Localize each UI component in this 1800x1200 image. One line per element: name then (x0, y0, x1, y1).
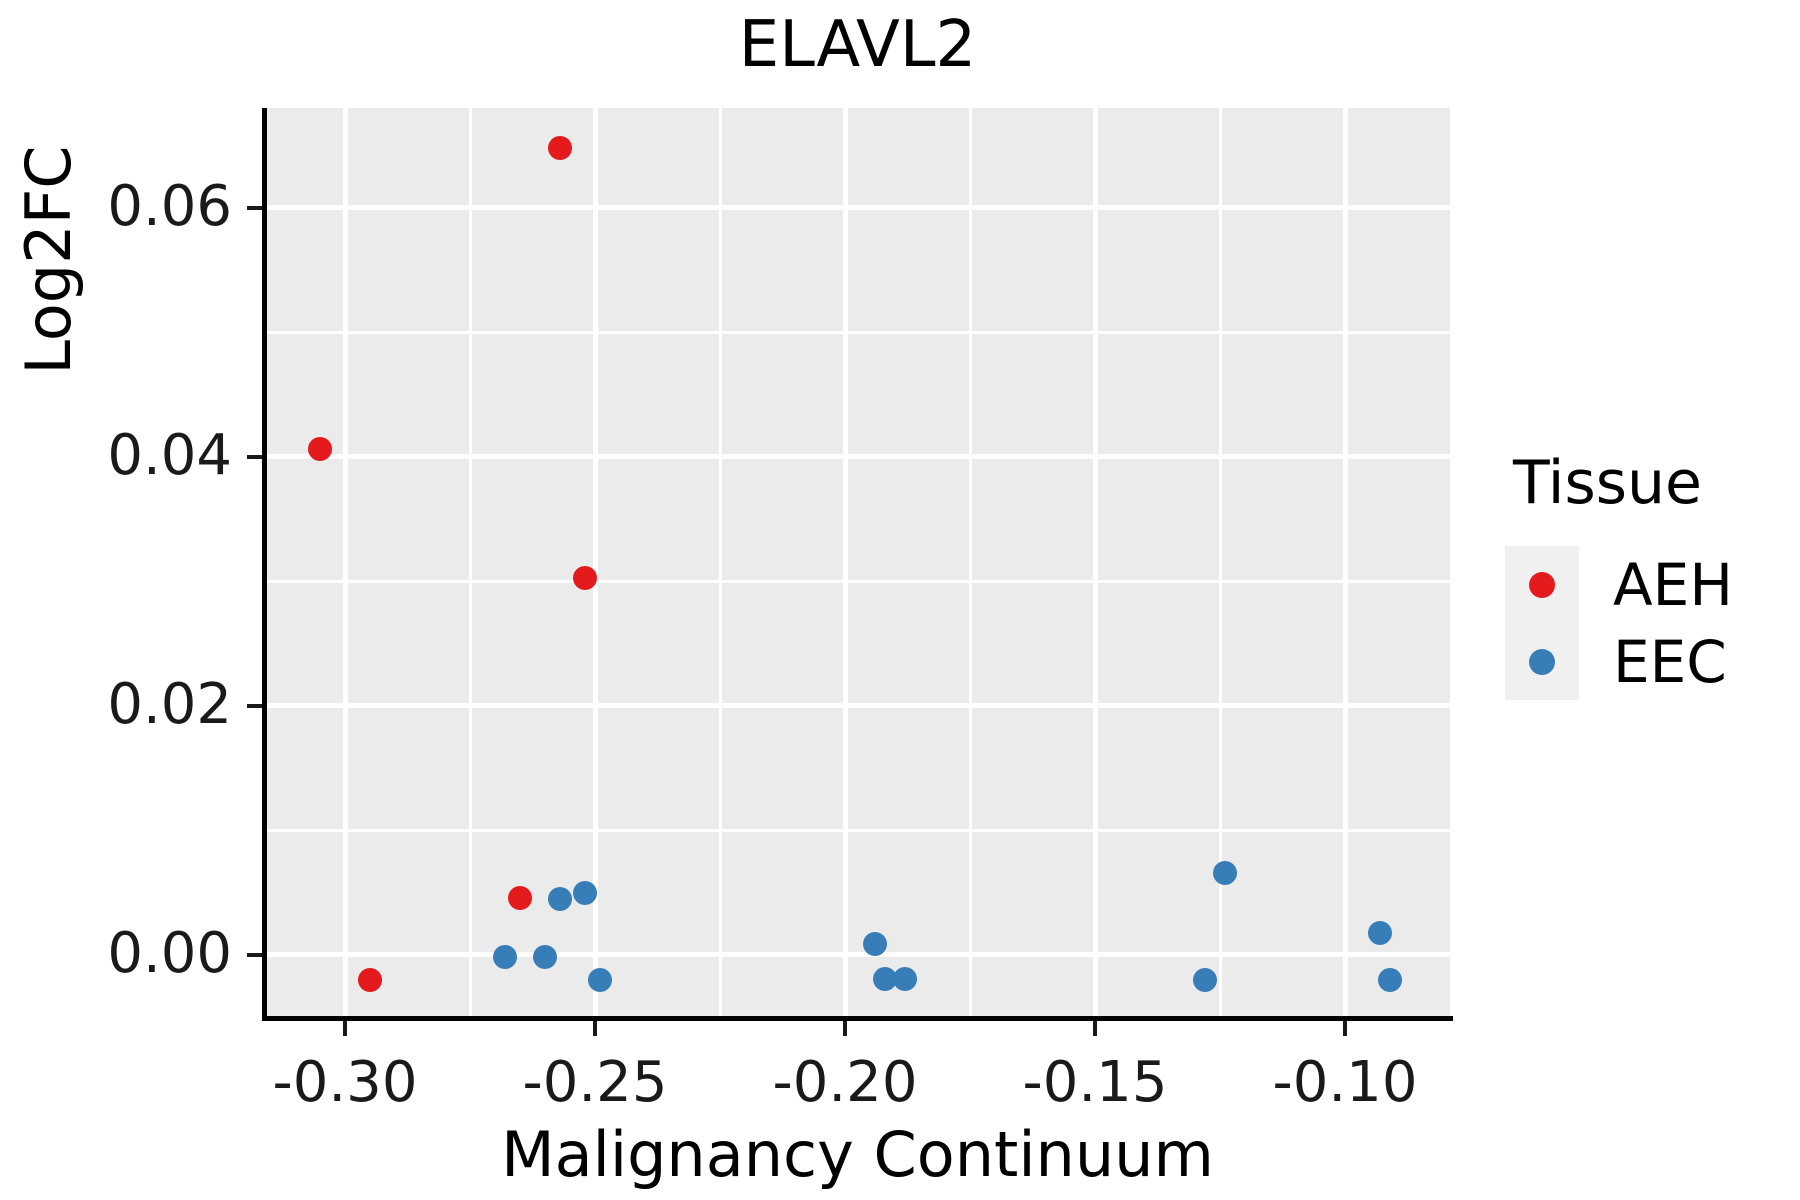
data-point-aeh (573, 565, 597, 590)
x-axis-line (262, 1016, 1453, 1021)
legend-item-aeh: AEH (1505, 546, 1795, 623)
data-point-eec (533, 945, 557, 970)
data-point-eec (573, 880, 597, 905)
data-point-eec (1378, 967, 1402, 992)
data-point-aeh (358, 967, 382, 992)
gridline-y-minor (265, 828, 1450, 832)
gridline-y-major (265, 952, 1450, 958)
legend-item-label: EEC (1613, 627, 1727, 696)
x-tick-label: -0.10 (1272, 1050, 1418, 1115)
legend-dot-eec (1529, 648, 1555, 675)
x-tick-label: -0.15 (1022, 1050, 1168, 1115)
data-point-eec (1213, 860, 1237, 885)
gridline-x-major (592, 108, 598, 1018)
plot-panel (265, 108, 1450, 1018)
y-tick-mark (247, 454, 262, 459)
data-point-eec (548, 886, 572, 911)
gridline-y-minor (265, 579, 1450, 583)
x-tick-label: -0.25 (522, 1050, 668, 1115)
x-axis-title: Malignancy Continuum (501, 1118, 1214, 1191)
y-tick-label: 0.00 (107, 920, 232, 986)
gridline-x-minor (1218, 108, 1222, 1018)
gridline-y-minor (265, 330, 1450, 334)
data-point-aeh (308, 437, 332, 462)
gridline-y-major (265, 454, 1450, 460)
data-point-eec (893, 966, 917, 991)
gridline-x-minor (718, 108, 722, 1018)
gridline-y-major (265, 703, 1450, 709)
legend-key-box (1505, 623, 1579, 700)
x-tick-mark (843, 1021, 847, 1036)
data-point-eec (863, 931, 887, 956)
y-tick-mark (247, 952, 262, 957)
data-point-eec (588, 967, 612, 992)
y-tick-mark (247, 205, 262, 210)
gridline-x-minor (968, 108, 972, 1018)
data-point-eec (493, 945, 517, 970)
x-tick-label: -0.30 (272, 1050, 418, 1115)
data-point-eec (1368, 920, 1392, 945)
legend-title: Tissue (1513, 448, 1702, 518)
gridline-x-major (1342, 108, 1348, 1018)
data-point-aeh (508, 885, 532, 910)
x-tick-mark (593, 1021, 597, 1036)
y-tick-mark (247, 703, 262, 708)
x-tick-label: -0.20 (772, 1050, 918, 1115)
y-tick-label: 0.02 (107, 671, 232, 737)
y-tick-label: 0.06 (107, 173, 232, 239)
legend-key-box (1505, 546, 1579, 623)
y-axis-line (262, 108, 267, 1021)
x-tick-mark (343, 1021, 347, 1036)
x-tick-mark (1343, 1021, 1347, 1036)
gridline-x-minor (468, 108, 472, 1018)
legend: Tissue AEH EEC (1505, 448, 1795, 700)
y-tick-label: 0.04 (107, 422, 232, 488)
legend-item-eec: EEC (1505, 623, 1795, 700)
legend-item-label: AEH (1613, 550, 1733, 619)
plot-title: ELAVL2 (738, 8, 977, 82)
gridline-x-major (842, 108, 848, 1018)
data-point-eec (1193, 967, 1217, 992)
legend-dot-aeh (1529, 571, 1555, 598)
gridline-x-major (342, 108, 348, 1018)
gridline-x-major (1092, 108, 1098, 1018)
data-point-aeh (548, 135, 572, 160)
x-tick-mark (1093, 1021, 1097, 1036)
gridline-y-major (265, 205, 1450, 211)
